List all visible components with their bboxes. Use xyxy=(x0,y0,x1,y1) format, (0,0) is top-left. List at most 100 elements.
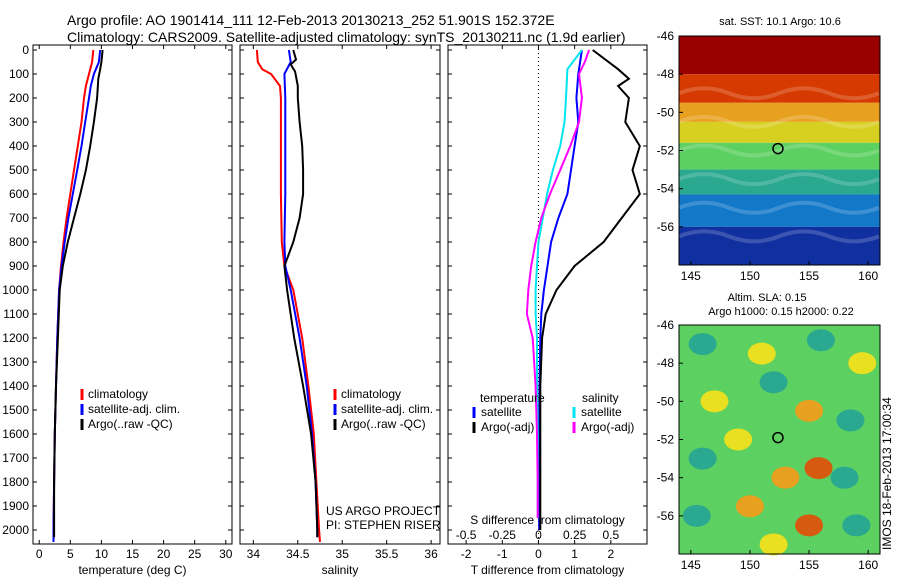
x-tick-label: 34 xyxy=(247,547,261,561)
y-tick-label: 600 xyxy=(9,187,29,201)
header-line-2: Climatology: CARS2009. Satellite-adjuste… xyxy=(67,29,626,45)
sla-blob xyxy=(795,399,824,422)
x-tick-label: 5 xyxy=(67,547,74,561)
y-tick-label: 1000 xyxy=(2,283,29,297)
y-tick-label: 900 xyxy=(9,259,29,273)
profile-panel-frame xyxy=(239,44,441,545)
legend-label: satellite xyxy=(581,405,622,419)
project-annotation: PI: STEPHEN RISER xyxy=(326,518,441,532)
sla-blob xyxy=(747,342,776,365)
x-tick-label: 0 xyxy=(535,547,542,561)
sst-band xyxy=(679,194,880,227)
sst-band xyxy=(679,102,880,122)
x-top-tick-label: -0.25 xyxy=(489,528,517,542)
sla-blob xyxy=(724,428,753,451)
sst-band xyxy=(679,226,880,265)
y-tick-label: -54 xyxy=(657,182,675,196)
y-tick-label: -56 xyxy=(657,509,675,523)
x-top-tick-label: 0.5 xyxy=(602,528,619,542)
x-tick-label: 10 xyxy=(95,547,109,561)
y-tick-label: -46 xyxy=(657,29,675,43)
x-axis-label-top: S difference from climatology xyxy=(470,513,625,527)
y-tick-label: 1800 xyxy=(2,475,29,489)
x-axis-label: salinity xyxy=(322,563,359,577)
x-top-tick-label: -0.5 xyxy=(456,528,477,542)
y-tick-label: -46 xyxy=(657,318,675,332)
series-line xyxy=(534,49,583,518)
series-line xyxy=(283,49,319,538)
y-tick-label: 800 xyxy=(9,235,29,249)
x-tick-label: 35 xyxy=(336,547,350,561)
x-tick-label: 34.5 xyxy=(286,547,310,561)
argo-location-marker xyxy=(772,431,784,444)
sst-texture xyxy=(678,229,880,244)
sst-band xyxy=(679,36,880,75)
sla-background xyxy=(679,325,880,554)
x-top-tick-label: 0.25 xyxy=(563,528,587,542)
y-tick-label: -48 xyxy=(657,356,675,370)
x-tick-label: 0 xyxy=(36,547,43,561)
sst-band xyxy=(679,142,880,170)
x-tick-label: 35.5 xyxy=(375,547,399,561)
sla-blob xyxy=(735,495,764,518)
y-tick-label: -50 xyxy=(657,394,675,408)
sla-blob xyxy=(804,457,833,480)
sla-blob xyxy=(759,533,788,556)
x-tick-label: 145 xyxy=(681,558,701,572)
profile-panel-frame xyxy=(32,44,233,545)
sst-texture xyxy=(678,200,880,215)
legend-label: climatology xyxy=(88,387,148,401)
legend-label: Argo(..raw -QC) xyxy=(341,417,426,431)
legend-label: Argo(..raw -QC) xyxy=(88,417,173,431)
sla-blob xyxy=(842,514,871,537)
legend-label: climatology xyxy=(341,387,401,401)
y-tick-label: -54 xyxy=(657,471,675,485)
x-tick-label: 160 xyxy=(858,269,878,283)
header-line-1: Argo profile: AO 1901414_111 12-Feb-2013… xyxy=(67,12,555,28)
x-tick-label: 36 xyxy=(424,547,438,561)
sst-map-title: sat. SST: 10.1 Argo: 10.6 xyxy=(719,16,841,28)
sla-blob xyxy=(830,466,859,489)
y-tick-label: 400 xyxy=(9,139,29,153)
project-annotation: US ARGO PROJECT xyxy=(326,504,441,518)
y-tick-label: 300 xyxy=(9,115,29,129)
sla-blob xyxy=(771,466,800,489)
x-tick-label: -2 xyxy=(461,547,472,561)
x-top-tick-label: 0 xyxy=(535,528,542,542)
sst-texture xyxy=(678,114,880,129)
x-tick-label: 20 xyxy=(157,547,171,561)
x-axis-label: temperature (deg C) xyxy=(78,563,186,577)
sla-blob xyxy=(682,504,711,527)
y-tick-label: 0 xyxy=(22,43,29,57)
x-tick-label: 160 xyxy=(858,558,878,572)
legend-label: satellite-adj. clim. xyxy=(341,402,433,416)
y-tick-label: 1900 xyxy=(2,499,29,513)
sst-band xyxy=(679,169,880,195)
y-tick-label: 700 xyxy=(9,211,29,225)
x-tick-label: 145 xyxy=(681,269,701,283)
x-tick-label: 150 xyxy=(740,558,760,572)
series-line xyxy=(539,49,641,530)
sla-blob xyxy=(795,514,824,537)
series-line xyxy=(53,49,104,538)
y-tick-label: 1700 xyxy=(2,451,29,465)
legend-label: satellite-adj. clim. xyxy=(88,402,180,416)
y-tick-label: -52 xyxy=(657,433,675,447)
x-tick-label: 30 xyxy=(219,547,233,561)
sla-blob xyxy=(848,352,877,375)
series-line xyxy=(255,49,321,543)
y-tick-label: -50 xyxy=(657,105,675,119)
sst-texture xyxy=(678,172,880,187)
y-tick-label: 100 xyxy=(9,67,29,81)
x-tick-label: 25 xyxy=(188,547,202,561)
sla-map-title: Altim. SLA: 0.15 xyxy=(728,292,807,304)
legend-label: Argo(-adj) xyxy=(581,420,634,434)
x-tick-label: 155 xyxy=(799,558,819,572)
x-tick-label: 15 xyxy=(126,547,140,561)
x-tick-label: 155 xyxy=(799,269,819,283)
y-tick-label: 500 xyxy=(9,163,29,177)
y-tick-label: 1400 xyxy=(2,379,29,393)
x-tick-label: 1 xyxy=(571,547,578,561)
series-line xyxy=(525,49,591,518)
y-tick-label: 1600 xyxy=(2,427,29,441)
